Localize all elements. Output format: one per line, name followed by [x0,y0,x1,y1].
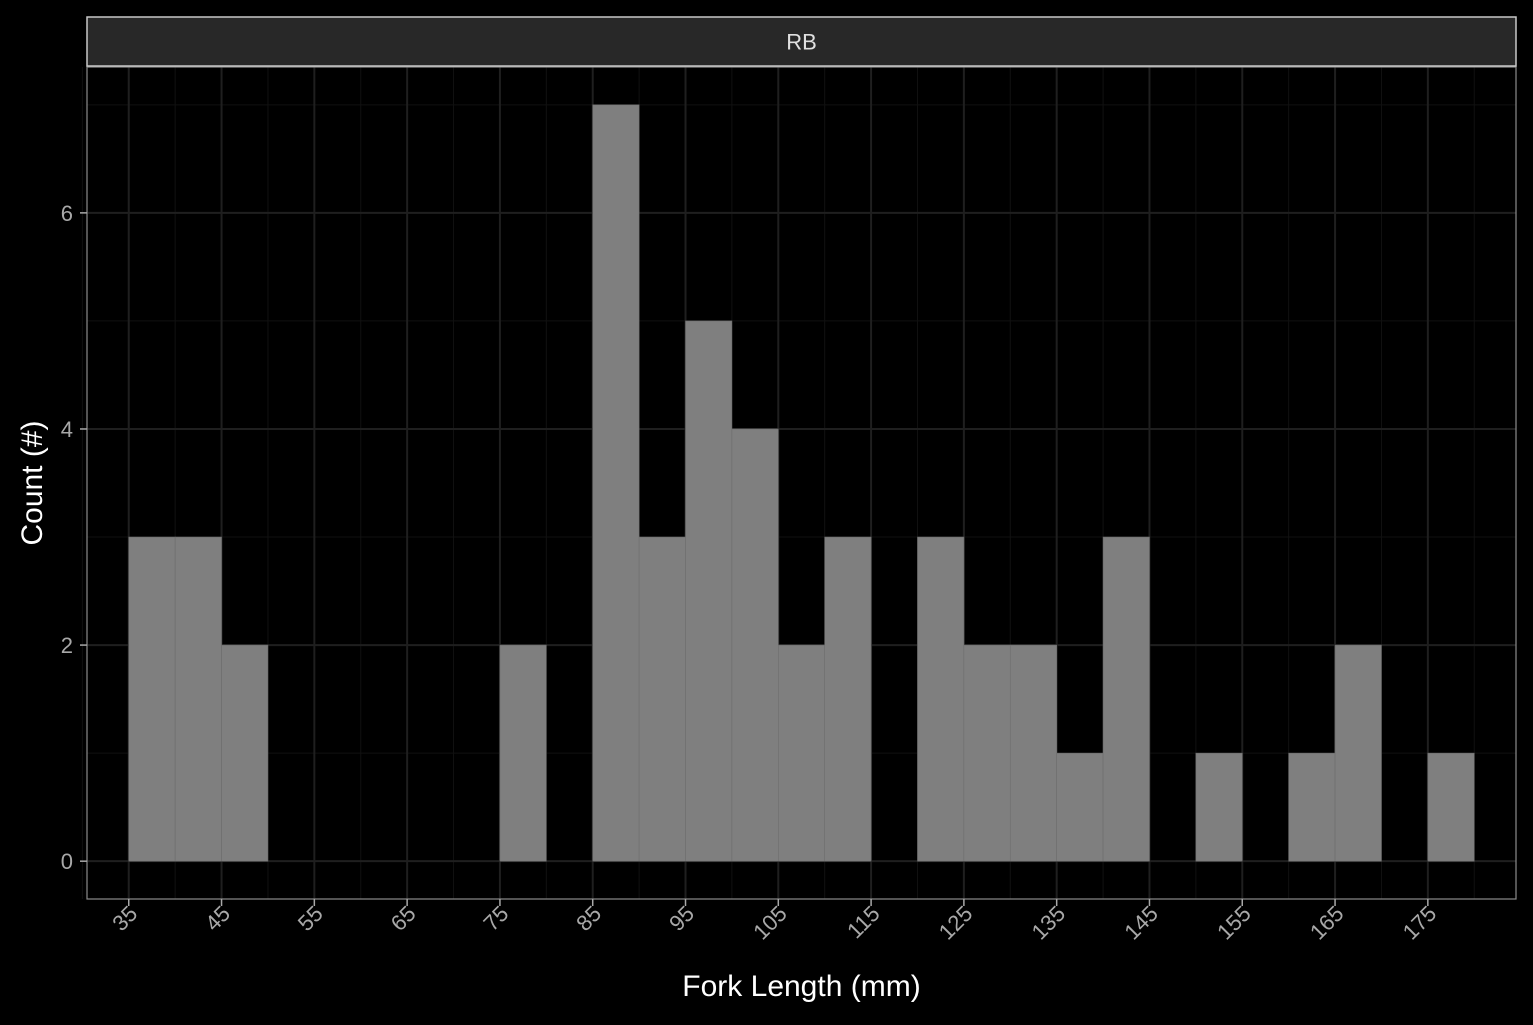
x-tick-label: 115 [842,901,884,943]
histogram-bars [128,104,1475,862]
histogram-bar [1195,752,1243,862]
x-tick-label: 95 [664,901,699,936]
facet-strip: RB [86,16,1517,67]
histogram-bar [778,644,825,862]
x-tick-label: 55 [293,901,328,936]
histogram-bar [638,536,686,862]
y-tick-label: 4 [61,417,73,442]
histogram-bar [1102,536,1150,862]
facet-strip-box [86,16,1517,67]
x-tick-label: 105 [748,901,792,945]
x-tick-label: 35 [107,901,142,936]
histogram-bar [824,536,872,862]
y-tick-label: 2 [61,633,73,658]
histogram-bar [1288,752,1336,862]
x-tick-label: 65 [386,901,421,936]
y-axis-title: Count (#) [16,420,49,545]
x-tick-label: 125 [934,901,978,945]
x-tick-label: 75 [478,901,513,936]
histogram-bar [1427,752,1475,862]
x-tick-label: 165 [1305,901,1349,945]
x-tick-label: 155 [1212,901,1256,945]
panel-border [86,66,1517,900]
histogram-bar [221,644,269,862]
histogram-bar [917,536,965,862]
facet-strip-label: RB [786,30,817,55]
histogram-bar [174,536,222,862]
x-axis-title: Fork Length (mm) [682,970,920,1003]
x-tick-label: 45 [200,901,235,936]
histogram-bar [1334,644,1382,862]
histogram-bar [731,428,779,862]
histogram-bar [963,644,1011,862]
histogram-bar [128,536,176,862]
histogram-bar [499,644,547,862]
y-tick-label: 6 [61,201,73,226]
histogram-bar [685,320,733,862]
histogram-bar [592,104,640,862]
y-axis: 0 2 4 6 [61,201,87,874]
x-tick-label: 135 [1027,901,1071,945]
x-tick-label: 145 [1119,901,1163,945]
x-tick-label: 175 [1398,901,1442,945]
y-tick-label: 0 [61,849,73,874]
histogram-bar [1009,644,1057,862]
x-tick-label: 85 [571,901,606,936]
x-axis: 35 45 55 65 75 85 95 105 115 125 135 145 155 165 175 [107,899,1441,944]
histogram-bar [1056,752,1104,862]
